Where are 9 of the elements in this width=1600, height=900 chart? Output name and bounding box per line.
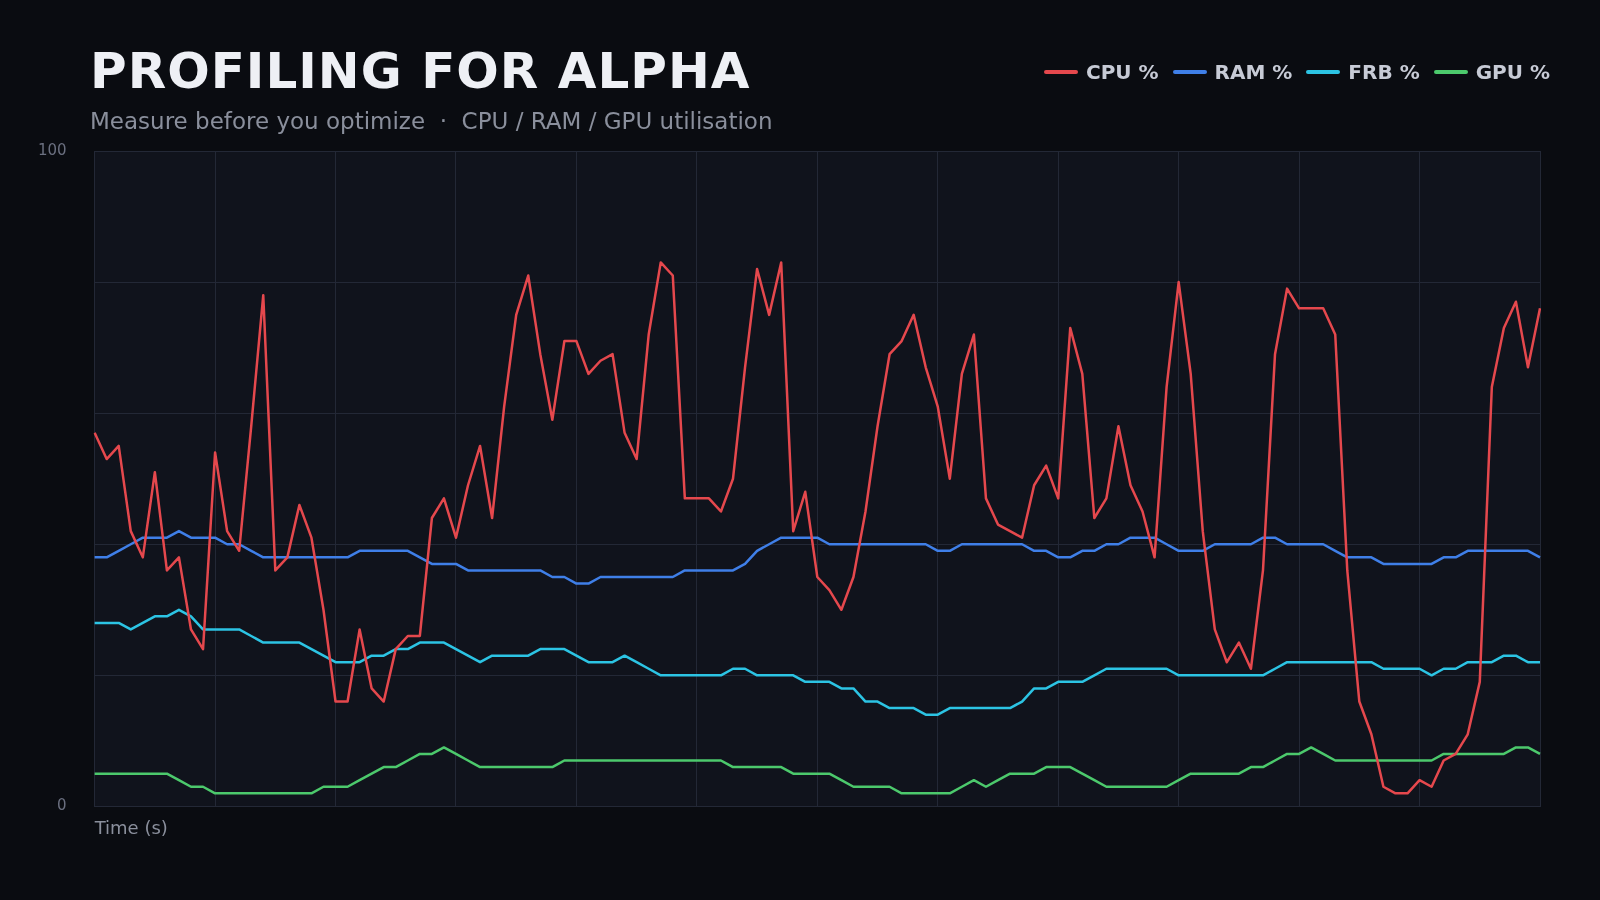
legend-label: FRB % bbox=[1348, 60, 1420, 84]
legend-label: GPU % bbox=[1475, 60, 1550, 84]
y-tick-label: 0 bbox=[57, 796, 67, 815]
chart-title: PROFILING FOR ALPHA bbox=[90, 42, 751, 100]
chart-subtitle: Measure before you optimize · CPU / RAM / GPU utilisation bbox=[90, 108, 773, 134]
legend-label: CPU % bbox=[1085, 60, 1159, 84]
legend-label: RAM % bbox=[1214, 60, 1293, 84]
y-tick-label: 100 bbox=[37, 140, 67, 159]
x-axis-title: Time (s) bbox=[93, 816, 168, 838]
